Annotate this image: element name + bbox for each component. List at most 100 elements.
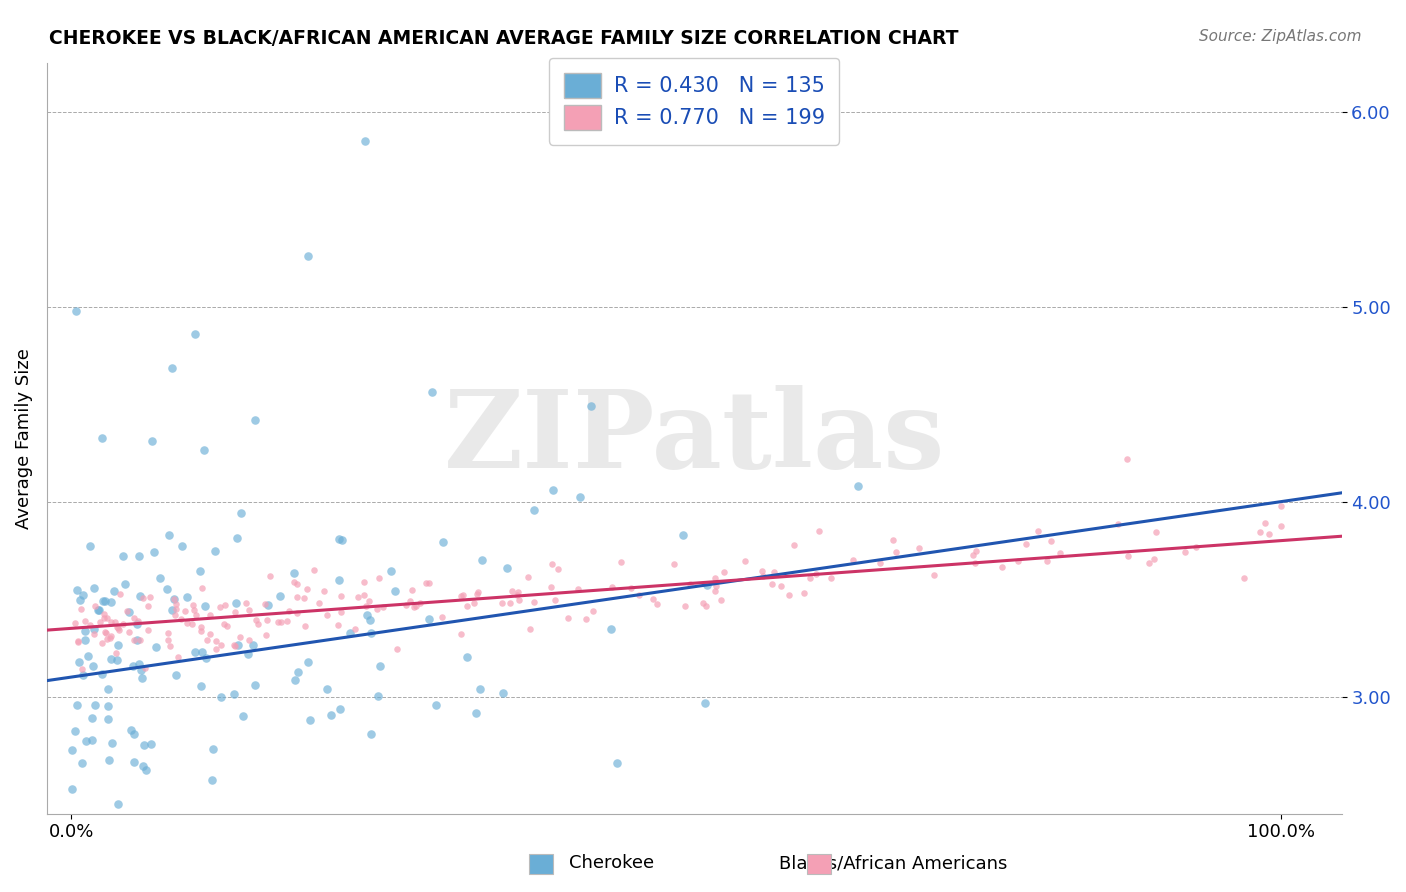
Point xyxy=(238,647,260,661)
Point xyxy=(356,608,378,623)
Point xyxy=(763,565,786,579)
Point xyxy=(541,558,564,572)
Point xyxy=(94,626,117,640)
Point xyxy=(72,667,94,681)
Text: Source: ZipAtlas.com: Source: ZipAtlas.com xyxy=(1198,29,1361,44)
Point xyxy=(165,668,187,682)
Point xyxy=(319,708,342,723)
Point xyxy=(456,599,478,613)
Point xyxy=(125,632,148,647)
Point xyxy=(1174,545,1197,559)
Point xyxy=(418,576,440,591)
Point xyxy=(163,607,186,622)
Point xyxy=(100,652,122,666)
Point xyxy=(314,584,336,599)
Point xyxy=(965,544,987,558)
Point xyxy=(245,613,267,627)
Point xyxy=(806,567,828,582)
Point xyxy=(405,599,427,614)
Point xyxy=(114,576,136,591)
Point xyxy=(467,585,489,599)
Point xyxy=(692,596,714,610)
Point xyxy=(157,626,180,640)
Point xyxy=(283,566,305,580)
Point xyxy=(582,604,605,618)
Point xyxy=(96,632,118,646)
Point xyxy=(190,620,212,634)
Point xyxy=(783,538,806,552)
Point xyxy=(84,599,107,613)
Point xyxy=(100,736,122,750)
Point xyxy=(83,581,105,595)
Point xyxy=(339,625,361,640)
Point xyxy=(367,689,389,703)
Point xyxy=(181,598,204,612)
Point xyxy=(662,557,685,571)
Point xyxy=(471,553,494,567)
Legend: R = 0.430   N = 135, R = 0.770   N = 199: R = 0.430 N = 135, R = 0.770 N = 199 xyxy=(550,58,839,145)
Point xyxy=(163,592,186,607)
Point xyxy=(962,548,984,562)
Point xyxy=(91,594,114,608)
Point xyxy=(270,615,292,629)
Point xyxy=(330,533,353,548)
Point xyxy=(1107,517,1129,532)
Point xyxy=(627,588,650,602)
Point xyxy=(180,617,202,632)
Point xyxy=(222,687,245,701)
Point xyxy=(80,733,103,747)
Point xyxy=(395,598,418,612)
Point xyxy=(908,541,931,555)
Point xyxy=(329,589,352,603)
Point xyxy=(409,596,432,610)
Point xyxy=(141,737,163,751)
Point xyxy=(104,646,127,660)
Point xyxy=(404,600,426,615)
Point xyxy=(256,613,278,627)
Point xyxy=(128,549,150,563)
Point xyxy=(820,571,842,585)
Point xyxy=(184,608,207,623)
Point xyxy=(430,609,453,624)
Point xyxy=(451,588,474,602)
Point xyxy=(599,622,621,636)
Point xyxy=(257,599,280,613)
Point xyxy=(108,587,131,601)
Point xyxy=(508,593,530,607)
Point xyxy=(398,594,420,608)
Point xyxy=(79,539,101,553)
Point xyxy=(141,434,163,449)
Point xyxy=(1233,571,1256,585)
Point xyxy=(297,656,319,670)
Point xyxy=(450,627,472,641)
Point xyxy=(751,569,773,583)
Point xyxy=(1137,556,1160,570)
Point xyxy=(77,649,100,664)
Point xyxy=(541,483,564,497)
Point xyxy=(793,586,815,600)
Point xyxy=(136,599,159,613)
Point xyxy=(799,571,821,585)
Text: Cherokee: Cherokee xyxy=(569,855,654,872)
Point xyxy=(569,490,592,504)
Point xyxy=(83,622,105,636)
Point xyxy=(329,606,352,620)
Point xyxy=(283,574,305,589)
Point xyxy=(66,698,89,713)
Point xyxy=(188,564,211,578)
Point xyxy=(1040,534,1063,549)
Point xyxy=(544,593,567,607)
Point xyxy=(69,593,91,607)
Point xyxy=(308,596,330,610)
Point xyxy=(297,249,319,263)
Point xyxy=(523,595,546,609)
Y-axis label: Average Family Size: Average Family Size xyxy=(15,348,32,529)
Point xyxy=(254,628,277,642)
Point xyxy=(122,727,145,741)
Point xyxy=(734,554,756,568)
Point xyxy=(283,673,305,687)
Point xyxy=(238,632,260,647)
Point xyxy=(294,618,316,632)
Point xyxy=(202,742,225,756)
Point xyxy=(354,599,377,613)
